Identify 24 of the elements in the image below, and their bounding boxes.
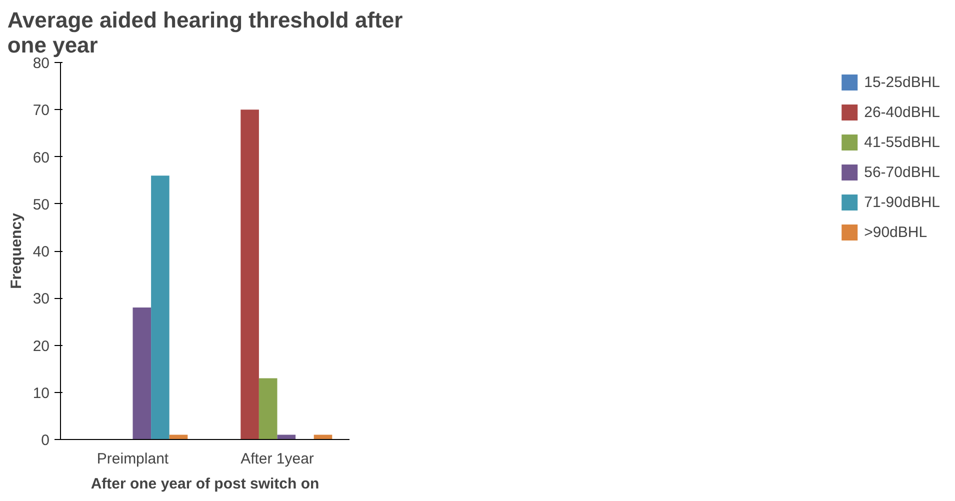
legend-label: 56-70dBHL	[864, 164, 940, 180]
y-tick-label: 0	[41, 432, 50, 449]
x-tick-label: After 1year	[240, 450, 314, 468]
x-axis-title: After one year of post switch on	[90, 476, 320, 492]
legend-label: 15-25dBHL	[864, 74, 940, 90]
y-tick-label: 20	[32, 338, 50, 355]
bar	[132, 308, 152, 440]
x-tick-label: Preimplant	[96, 450, 170, 468]
y-tick-label: 50	[32, 196, 50, 214]
chart-title: Average aided hearing threshold after one year	[7, 8, 404, 58]
legend-label: 41-55dBHL	[864, 134, 940, 150]
y-tick-label: 80	[32, 55, 50, 72]
legend-label: 26-40dBHL	[864, 104, 940, 120]
bar	[258, 378, 278, 440]
y-tick-label: 40	[32, 244, 50, 260]
bar	[240, 110, 259, 440]
legend-label: >90dBHL	[864, 224, 928, 240]
y-tick-label: 60	[32, 149, 50, 166]
bar	[151, 176, 170, 440]
y-tick-label: 30	[32, 290, 50, 308]
y-axis-title: Frequency	[8, 212, 25, 289]
y-tick-label: 10	[32, 384, 50, 402]
legend-label: 71-90dBHL	[864, 194, 940, 210]
y-tick-label: 70	[32, 102, 50, 120]
